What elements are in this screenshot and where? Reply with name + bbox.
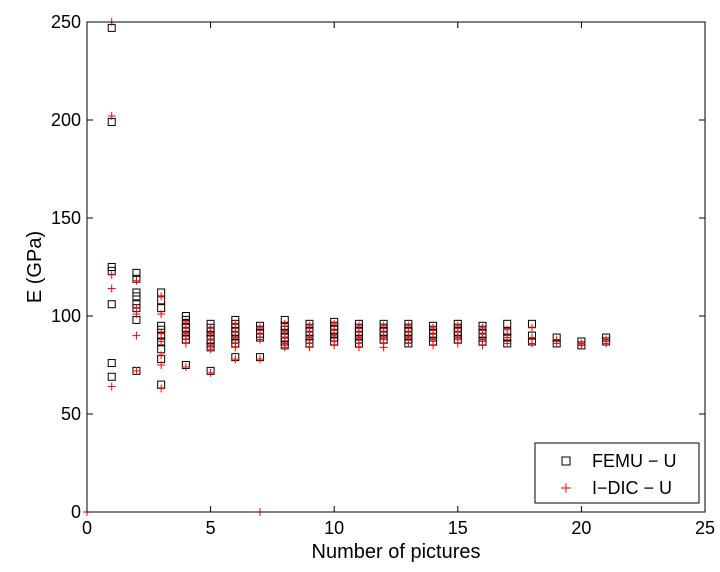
data-point-idic-u bbox=[552, 339, 561, 348]
x-tick-label: 25 bbox=[695, 518, 715, 538]
data-point-idic-u bbox=[453, 339, 462, 348]
data-point-idic-u bbox=[157, 337, 166, 346]
data-point-idic-u bbox=[157, 292, 166, 301]
data-point-idic-u bbox=[132, 310, 141, 319]
data-point-idic-u bbox=[503, 339, 512, 348]
plot-area bbox=[87, 22, 705, 512]
data-point-idic-u bbox=[157, 329, 166, 338]
legend-marker-idic-u bbox=[561, 483, 571, 493]
data-point-femu-u bbox=[132, 268, 141, 277]
x-tick-label: 10 bbox=[324, 518, 344, 538]
data-point-idic-u bbox=[280, 343, 289, 352]
data-point-idic-u bbox=[429, 341, 438, 350]
data-point-idic-u bbox=[256, 355, 265, 364]
data-point-idic-u bbox=[231, 355, 240, 364]
y-tick-label: 0 bbox=[71, 502, 81, 522]
y-tick-label: 100 bbox=[51, 306, 81, 326]
data-point-idic-u bbox=[231, 343, 240, 352]
data-point-idic-u bbox=[107, 270, 116, 279]
legend-label-femu-u: FEMU − U bbox=[592, 451, 677, 471]
data-point-idic-u bbox=[132, 366, 141, 375]
data-point-idic-u bbox=[305, 343, 314, 352]
data-point-idic-u bbox=[280, 319, 289, 328]
data-point-femu-u bbox=[132, 292, 141, 301]
data-point-idic-u bbox=[256, 335, 265, 344]
data-point-idic-u bbox=[503, 325, 512, 334]
data-point-idic-u bbox=[330, 341, 339, 350]
x-tick-label: 5 bbox=[206, 518, 216, 538]
x-tick-label: 0 bbox=[82, 518, 92, 538]
data-point-femu-u bbox=[107, 372, 116, 381]
x-tick-label: 15 bbox=[448, 518, 468, 538]
x-axis-title: Number of pictures bbox=[312, 541, 481, 563]
data-point-idic-u bbox=[379, 343, 388, 352]
y-axis-title: E (GPa) bbox=[24, 231, 46, 303]
y-tick-label: 150 bbox=[51, 208, 81, 228]
data-point-idic-u bbox=[404, 339, 413, 348]
data-point-idic-u bbox=[157, 310, 166, 319]
y-axis: 0 50 100 150 200 250 bbox=[51, 12, 705, 522]
data-point-idic-u bbox=[157, 361, 166, 369]
data-point-idic-u bbox=[157, 351, 166, 360]
data-point-idic-u bbox=[107, 382, 116, 391]
data-point-idic-u bbox=[132, 276, 141, 285]
data-point-idic-u bbox=[231, 319, 240, 328]
data-point-femu-u bbox=[107, 300, 116, 309]
data-point-idic-u bbox=[107, 112, 116, 121]
data-point-idic-u bbox=[527, 323, 536, 332]
data-point-idic-u bbox=[206, 345, 215, 354]
data-point-idic-u bbox=[206, 368, 215, 377]
data-point-idic-u bbox=[602, 339, 611, 348]
data-point-idic-u bbox=[157, 384, 166, 393]
x-tick-label: 20 bbox=[571, 518, 591, 538]
data-point-idic-u bbox=[181, 339, 190, 348]
legend-label-idic-u: I−DIC − U bbox=[592, 478, 672, 498]
y-tick-label: 250 bbox=[51, 12, 81, 32]
data-point-idic-u bbox=[527, 339, 536, 348]
data-point-idic-u bbox=[478, 341, 487, 350]
legend: FEMU − U I−DIC − U bbox=[534, 442, 700, 504]
data-point-femu-u bbox=[107, 359, 116, 368]
y-tick-label: 50 bbox=[61, 404, 81, 424]
x-axis: 0 5 10 15 20 25 bbox=[82, 22, 715, 538]
data-point-idic-u bbox=[577, 341, 586, 350]
data-point-idic-u bbox=[132, 331, 141, 340]
data-point-idic-u bbox=[181, 362, 190, 371]
plot-frame bbox=[86, 21, 706, 513]
data-point-idic-u bbox=[107, 284, 116, 293]
legend-marker-femu-u bbox=[561, 456, 571, 466]
data-marks bbox=[83, 18, 611, 516]
legend-box bbox=[534, 442, 700, 504]
y-tick-label: 200 bbox=[51, 110, 81, 130]
data-point-idic-u bbox=[354, 343, 363, 352]
